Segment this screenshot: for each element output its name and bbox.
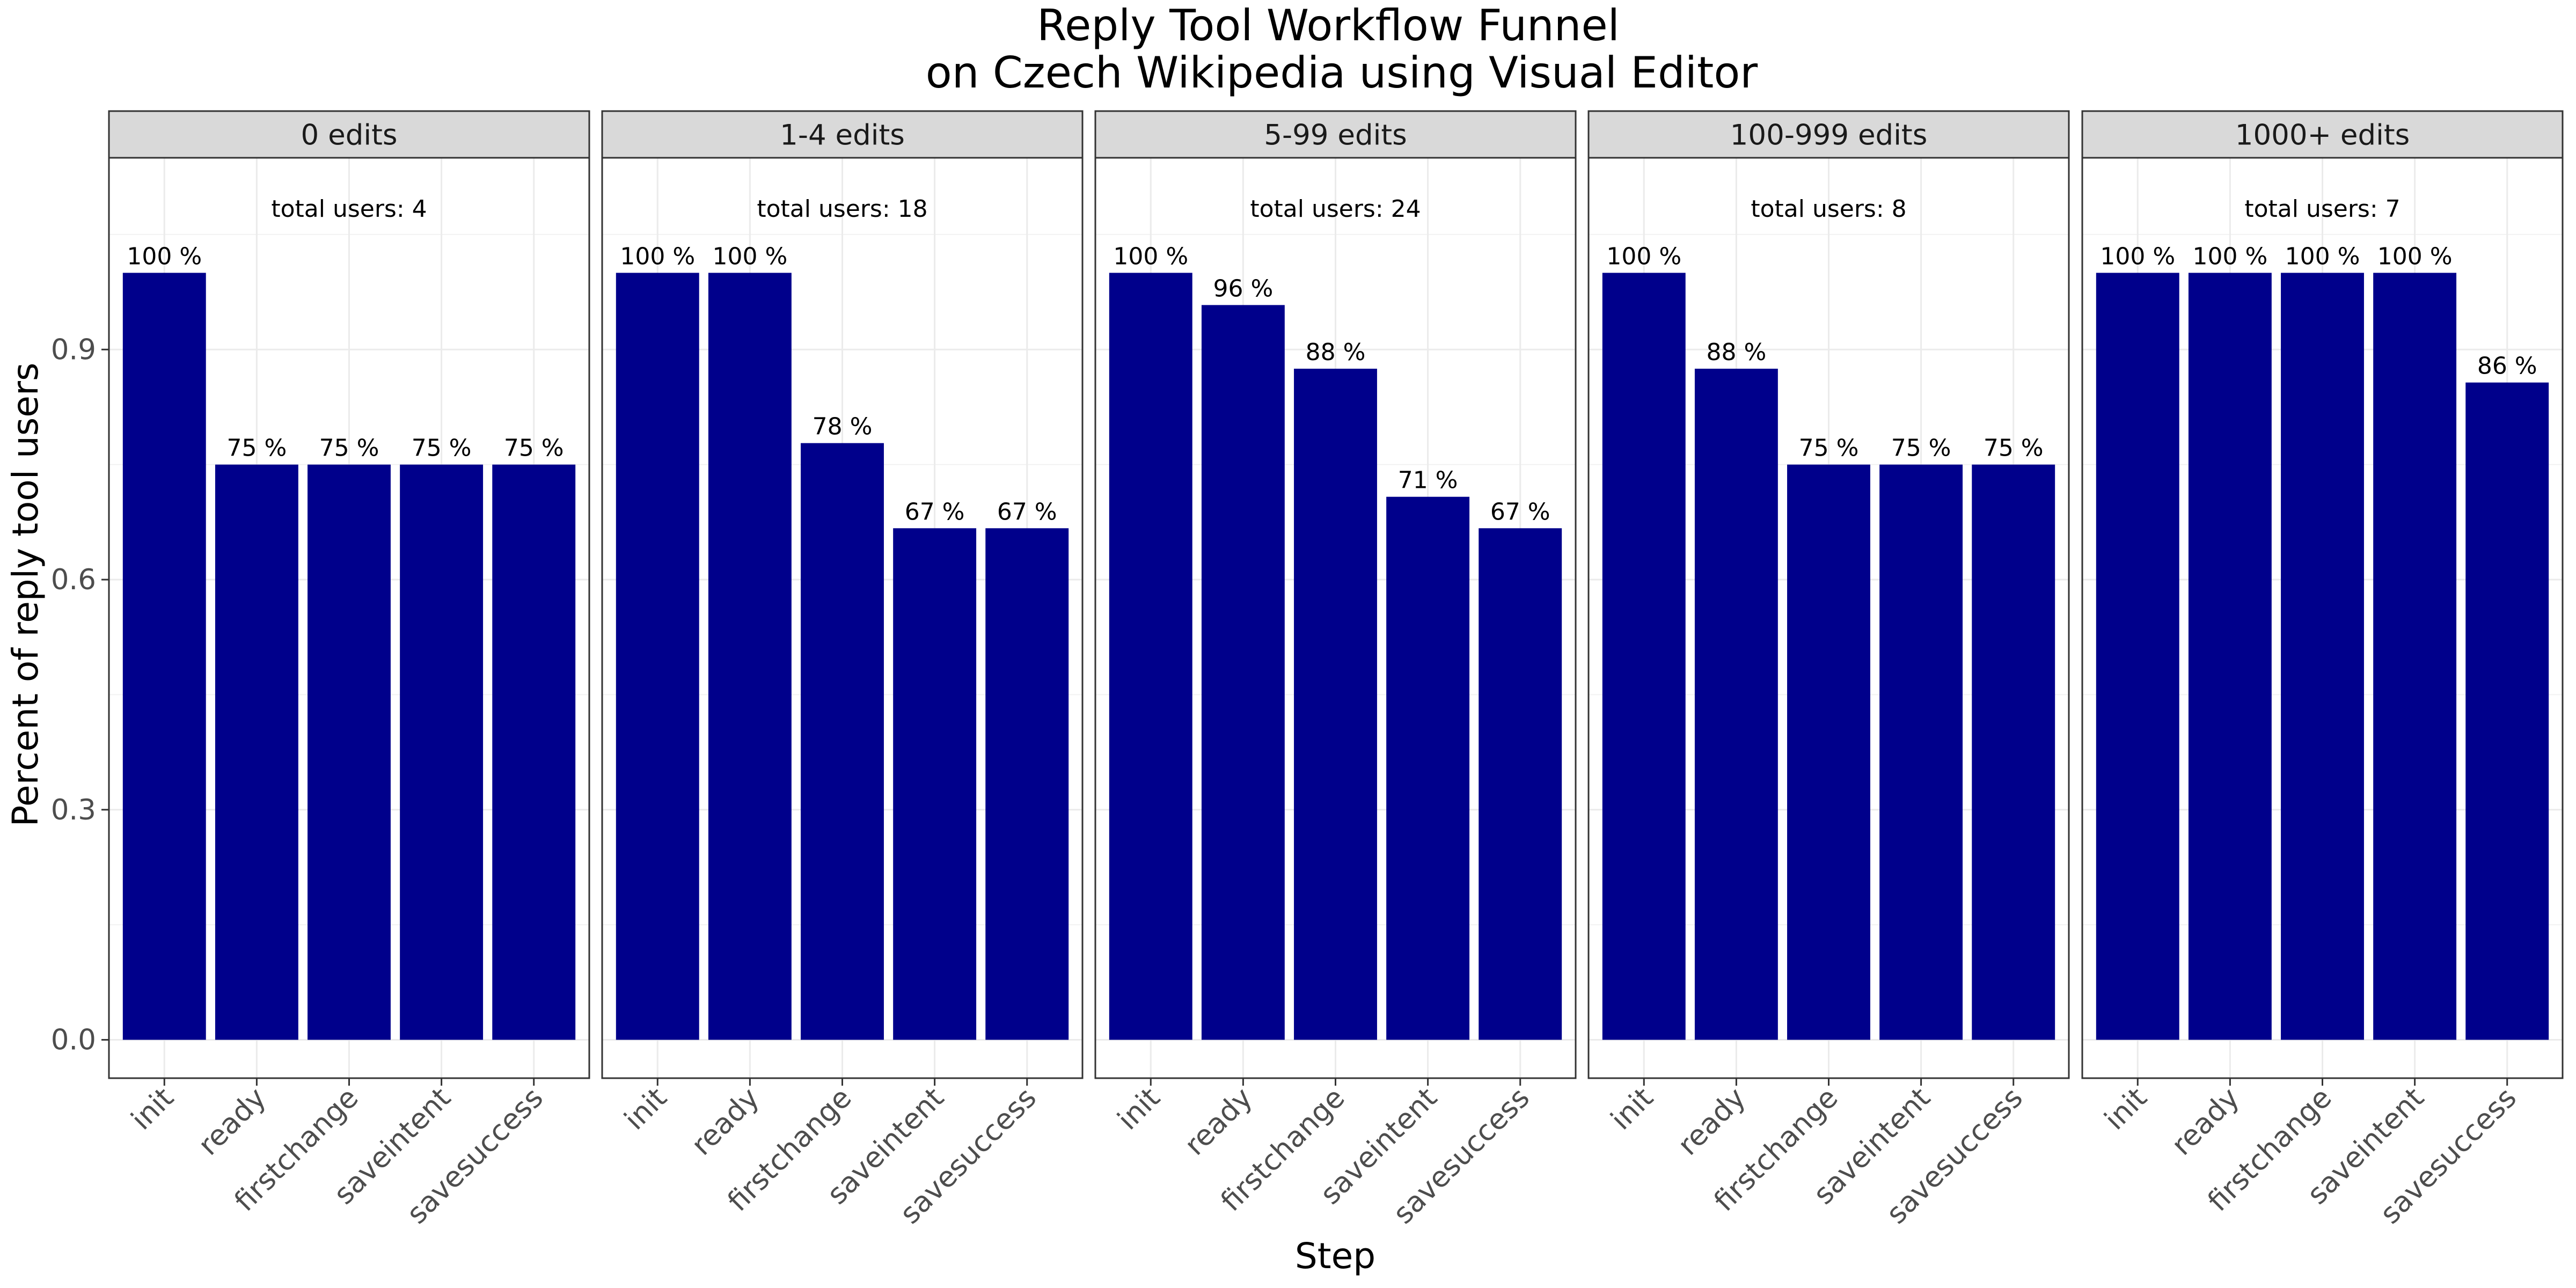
bar-ready	[2188, 273, 2272, 1040]
total-users-label: total users: 7	[2244, 195, 2400, 223]
facet-strip-label: 5-99 edits	[1264, 119, 1407, 152]
data-label: 75 %	[226, 435, 287, 462]
chart-title-line-1: Reply Tool Workflow Funnel	[1037, 1, 1620, 50]
total-users-label: total users: 24	[1250, 195, 1421, 223]
data-label: 88 %	[1306, 339, 1366, 366]
x-tick-label: ready	[1179, 1081, 1259, 1162]
facet-panel-2: 100 % 96 % 88 % 71 % 67 % total users: 24 5-99…	[1094, 110, 1577, 1231]
facet-strip-label: 1-4 edits	[780, 119, 905, 152]
data-label: 75 %	[1891, 435, 1951, 462]
x-tick-label: ready	[2165, 1081, 2246, 1162]
bar-saveintent	[1386, 496, 1470, 1040]
bar-saveintent	[1879, 464, 1963, 1040]
facet-panel-3: 100 % 88 % 75 % 75 % 75 % total users: 8 100-9…	[1587, 110, 2070, 1231]
data-label: 88 %	[1706, 339, 1766, 366]
facet-strip	[601, 110, 1084, 159]
data-label: 100 %	[620, 243, 695, 270]
y-tick-label: 0.0	[51, 1024, 96, 1057]
facet-strip	[1094, 110, 1577, 159]
x-tick-label: init	[1605, 1081, 1659, 1136]
x-tick-label: ready	[685, 1081, 766, 1162]
data-label: 100 %	[2285, 243, 2360, 270]
facet-panels: 100 % 75 % 75 % 75 % 75 % total users: 4 0 edi…	[51, 110, 2564, 1231]
data-label: 100 %	[1113, 243, 1188, 270]
x-tick-label: init	[618, 1081, 673, 1136]
data-label: 67 %	[905, 498, 965, 525]
bar-ready	[1201, 305, 1285, 1040]
bar-init	[1602, 273, 1686, 1040]
total-users-label: total users: 18	[757, 195, 927, 223]
bar-savesuccess	[1479, 528, 1562, 1040]
facet-strip	[1587, 110, 2070, 159]
data-label: 71 %	[1398, 467, 1458, 494]
bar-firstchange	[2281, 273, 2364, 1040]
data-label: 100 %	[2377, 243, 2453, 270]
x-tick-label: init	[2098, 1081, 2153, 1136]
bar-ready	[215, 464, 298, 1040]
facet-panel-4: 100 % 100 % 100 % 100 % 86 % total users: 7 10…	[2081, 110, 2564, 1231]
facet-strip	[2081, 110, 2564, 159]
data-label: 100 %	[1606, 243, 1681, 270]
bar-savesuccess	[2465, 382, 2549, 1040]
data-label: 86 %	[2477, 353, 2537, 380]
data-label: 67 %	[997, 498, 1057, 525]
bar-firstchange	[1294, 369, 1377, 1040]
x-tick-label: ready	[192, 1081, 273, 1162]
total-users-label: total users: 4	[271, 195, 427, 223]
data-label: 75 %	[319, 435, 379, 462]
y-tick-label: 0.3	[51, 794, 96, 826]
bar-firstchange	[308, 464, 391, 1040]
data-label: 100 %	[127, 243, 202, 270]
facet-panel-0: 100 % 75 % 75 % 75 % 75 % total users: 4 0 edi…	[108, 110, 590, 1231]
facet-strip	[108, 110, 590, 159]
bar-init	[2096, 273, 2179, 1040]
chart-title-line-2: on Czech Wikipedia using Visual Editor	[926, 48, 1758, 98]
data-label: 100 %	[712, 243, 787, 270]
bar-init	[1109, 273, 1192, 1040]
data-label: 75 %	[1984, 435, 2044, 462]
bar-init	[616, 273, 699, 1040]
data-label: 75 %	[412, 435, 472, 462]
x-tick-label: init	[125, 1081, 180, 1136]
bar-init	[122, 273, 206, 1040]
y-tick-label: 0.9	[51, 333, 96, 366]
x-axis-title: Step	[1295, 1235, 1375, 1277]
bar-saveintent	[2373, 273, 2457, 1040]
total-users-label: total users: 8	[1751, 195, 1906, 223]
bar-ready	[1694, 369, 1778, 1040]
bar-savesuccess	[492, 464, 576, 1040]
bar-savesuccess	[985, 528, 1069, 1040]
data-label: 75 %	[1799, 435, 1859, 462]
bar-firstchange	[1787, 464, 1870, 1040]
bar-firstchange	[801, 443, 884, 1040]
y-axis-title: Percent of reply tool users	[5, 363, 46, 827]
data-label: 96 %	[1213, 275, 1273, 302]
y-tick-label: 0.6	[51, 564, 96, 596]
bar-saveintent	[893, 528, 977, 1040]
data-label: 75 %	[504, 435, 564, 462]
facet-panel-1: 100 % 100 % 78 % 67 % 67 % total users: 18 1-4…	[601, 110, 1084, 1231]
x-tick-label: ready	[1672, 1081, 1752, 1162]
data-label: 100 %	[2100, 243, 2175, 270]
data-label: 67 %	[1490, 498, 1550, 525]
x-tick-label: init	[1111, 1081, 1166, 1136]
data-label: 78 %	[813, 413, 873, 441]
bar-ready	[708, 273, 792, 1040]
facet-strip-label: 100-999 edits	[1730, 119, 1928, 152]
bar-savesuccess	[1972, 464, 2055, 1040]
facet-strip-label: 0 edits	[301, 119, 398, 152]
data-label: 100 %	[2192, 243, 2267, 270]
bar-saveintent	[400, 464, 484, 1040]
facet-strip-label: 1000+ edits	[2235, 119, 2410, 152]
